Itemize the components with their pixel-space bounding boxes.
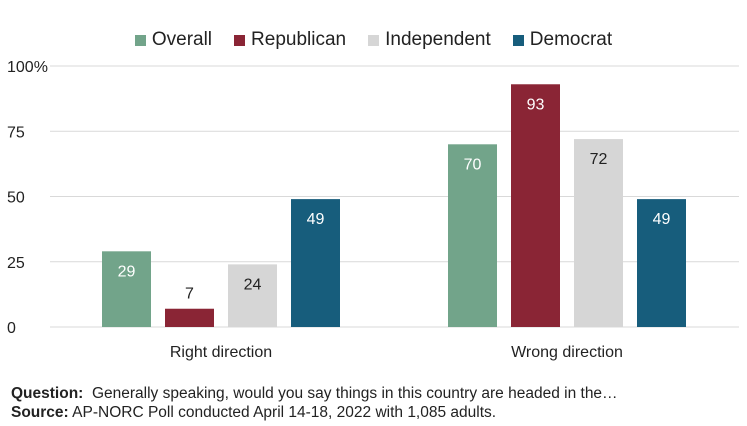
data-label: 29 [118,263,136,280]
legend-label: Independent [385,29,491,50]
y-tick-label: 0 [7,320,16,337]
question-label: Question: [11,385,84,402]
legend-swatch [234,34,246,46]
legend-label: Overall [151,29,213,50]
source-label: Source: [11,404,69,421]
data-label: 24 [244,276,262,293]
bar-overall-1 [448,144,497,327]
bar-overall-0 [102,251,151,327]
bar-republican-1 [511,84,560,328]
y-tick-label: 100% [7,59,48,76]
legend-item-0: Overall [134,29,213,51]
data-label: 70 [464,156,482,173]
legend-swatch [134,34,146,46]
y-tick-label: 75 [7,124,25,141]
bar-democrat-1 [637,199,686,327]
chart-footer: Question: Generally speaking, would you … [11,384,741,422]
x-category-label: Right direction [170,344,272,361]
bar-independent-1 [574,139,623,327]
data-label: 93 [527,96,545,113]
legend-item-2: Independent [368,29,491,51]
legend-item-3: Democrat [512,29,613,51]
bar-independent-0 [228,264,277,327]
legend-item-1: Republican [234,29,346,51]
source-text: AP-NORC Poll conducted April 14-18, 2022… [72,404,497,421]
question-text: Generally speaking, would you say things… [91,385,618,402]
question-line: Question: Generally speaking, would you … [11,384,741,403]
data-label: 7 [185,286,194,303]
y-tick-label: 25 [7,255,25,272]
bar-chart: 0 25 50 75 100% 29 7 24 49 Right direction 70 93 72 4… [7,59,739,361]
source-line: Source: AP-NORC Poll conducted April 14-… [11,403,741,422]
data-label: 72 [590,151,608,168]
chart-legend: Overall Republican Independent Democrat [0,27,747,53]
bar-democrat-0 [291,199,340,327]
legend-swatch [368,34,380,46]
data-label: 49 [653,211,671,228]
legend-label: Republican [251,29,347,50]
data-label: 49 [307,211,325,228]
x-category-label: Wrong direction [511,344,623,361]
bar-republican-0 [165,308,214,327]
legend-label: Democrat [529,29,613,50]
y-tick-label: 50 [7,190,25,207]
legend-swatch [512,34,524,46]
